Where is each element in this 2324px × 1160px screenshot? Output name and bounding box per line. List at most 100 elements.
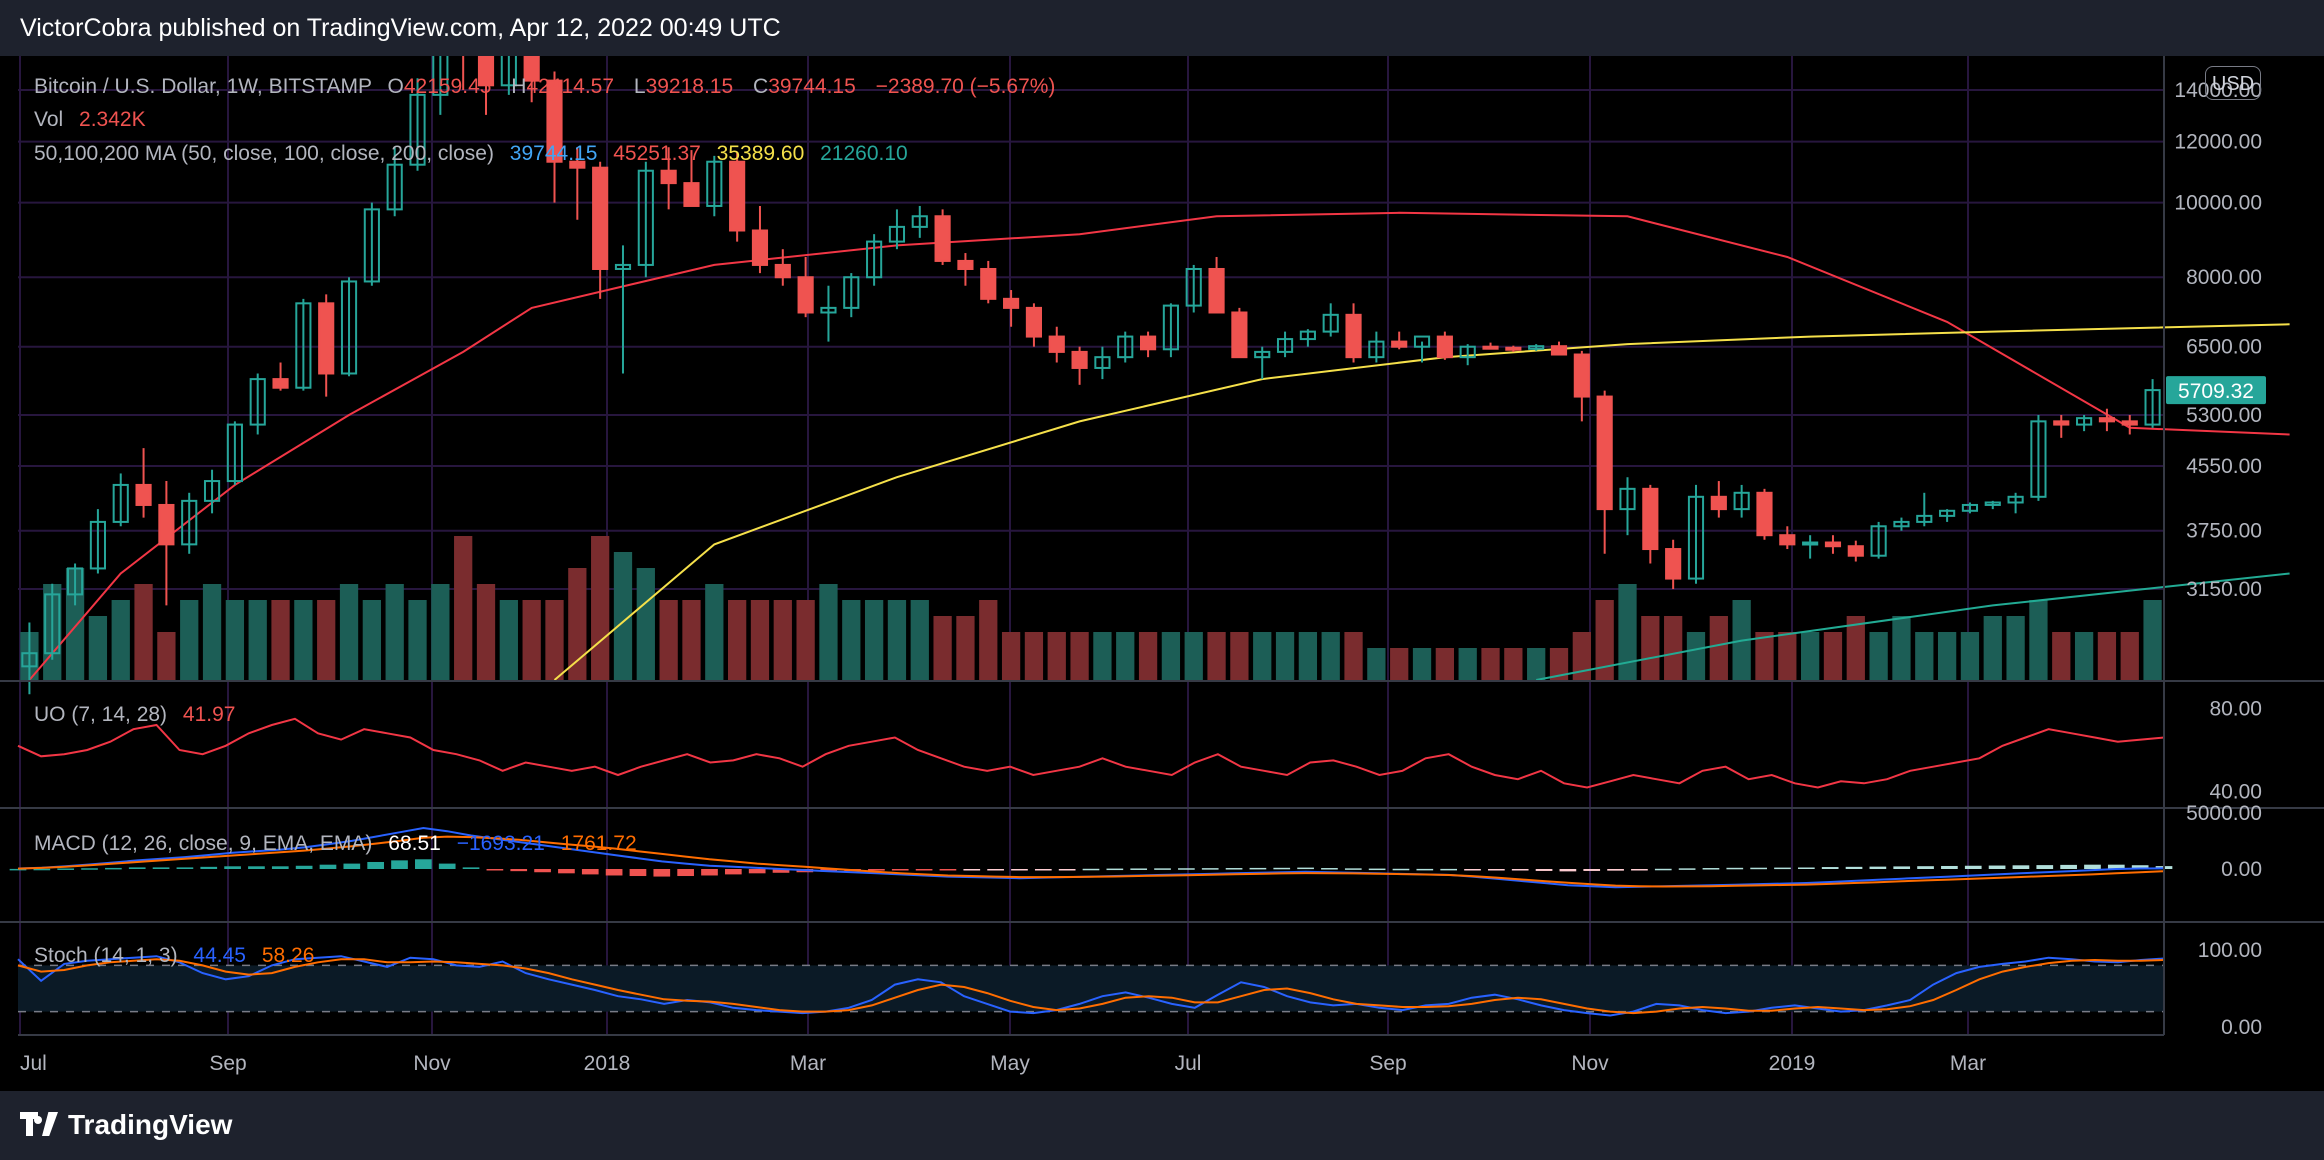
macd-hist-value: 68.51 [388, 832, 441, 855]
candle-body [592, 166, 609, 270]
macd-histogram-bar [1058, 869, 1076, 871]
volume-bar [1024, 632, 1044, 680]
macd-histogram-bar [1034, 869, 1052, 871]
macd-histogram-bar [1106, 868, 1124, 871]
macd-histogram-bar [1535, 869, 1553, 871]
macd-histogram-bar [486, 869, 504, 871]
macd-histogram-bar [1631, 869, 1648, 871]
macd-histogram-bar [33, 868, 51, 871]
candle-body [1322, 313, 1339, 333]
macd-histogram-bar [1964, 865, 1982, 869]
candle-body [1368, 340, 1385, 359]
time-axis[interactable]: Jul Sep Nov 2018 Mar May Jul Sep Nov 2019 Mar [18, 1034, 2164, 1075]
macd-histogram-bar [1082, 868, 1100, 871]
macd-histogram-bar [1178, 868, 1195, 870]
candle-body [1413, 335, 1431, 348]
macd-histogram-bar [295, 865, 313, 869]
macd-histogram-bar [939, 869, 957, 871]
uo-tick-label: 40.00 [2209, 781, 2262, 804]
volume-bar [979, 600, 998, 680]
svg-text:MACD (12, 26, close, 9, EMA, E: MACD (12, 26, close, 9, EMA, EMA) 68.51 … [34, 832, 637, 855]
macd-histogram-bar [1511, 869, 1529, 871]
candle-body [1824, 541, 1842, 548]
stoch-label: Stoch (14, 1, 3) [34, 944, 178, 967]
symbol-label: Bitcoin / U.S. Dollar, 1W, BITSTAMP [34, 75, 372, 98]
svg-text:50,100,200 MA (50, close, 100,: 50,100,200 MA (50, close, 100, close, 20… [34, 142, 908, 165]
last-price-label: 5709.32 [2178, 380, 2254, 403]
candle-body [1939, 509, 1956, 517]
candlesticks [21, 0, 2161, 695]
price-tick-label: 8000.00 [2186, 266, 2262, 289]
macd-histogram-bar [2036, 865, 2054, 869]
volume-bar [1298, 632, 1318, 680]
macd-histogram-bar [1774, 867, 1791, 870]
volume-bar [1686, 632, 1706, 680]
volume-bar [385, 584, 404, 680]
candle-body [1961, 503, 1979, 512]
candle-body [1528, 345, 1545, 350]
candle-body [2007, 495, 2024, 504]
moving-averages [28, 211, 2290, 681]
candle-body [203, 480, 221, 502]
candle-body [911, 215, 928, 228]
price-tick-label: 10000.00 [2174, 192, 2262, 215]
uo-tick-label: 80.00 [2209, 697, 2262, 720]
volume-bar [1709, 616, 1728, 680]
volume-bar [1664, 616, 1683, 680]
macd-histogram-bar [1392, 868, 1410, 871]
macd-histogram-bar [462, 867, 480, 869]
macd-histogram-bar [868, 869, 885, 871]
price-tick-label: 14000.00 [2174, 79, 2262, 102]
ma-value-100: 45251.37 [613, 142, 701, 165]
volume-bar [225, 600, 245, 680]
time-label: Sep [1369, 1052, 1406, 1075]
volume-bar [1937, 632, 1957, 680]
macd-value: −1693.21 [457, 832, 545, 855]
price-axis[interactable]: 14000.00 12000.00 10000.00 8000.00 6500.00 53… [2163, 56, 2266, 1035]
candle-body [1162, 304, 1179, 351]
macd-histogram-bar [1941, 865, 1958, 869]
macd-histogram-bar [1011, 869, 1028, 871]
price-tick-label: 4550.00 [2186, 455, 2262, 478]
candle-body [866, 240, 883, 279]
volume-bar [431, 584, 450, 680]
tradingview-brand[interactable]: TradingView [20, 1109, 232, 1141]
close-value: 39744.15 [768, 75, 856, 98]
time-label: May [990, 1052, 1030, 1075]
macd-histogram-bar [1917, 866, 1934, 869]
macd-histogram-bar [415, 859, 432, 869]
macd-histogram-bar [1130, 868, 1148, 870]
uo-line [17, 717, 2165, 789]
candle-body [318, 302, 335, 375]
candle-body [614, 263, 632, 270]
macd-tick-label: 0.00 [2221, 858, 2262, 881]
candle-body [1550, 345, 1568, 356]
candle-body [112, 483, 129, 523]
volume-bar [1960, 632, 1980, 680]
macd-histogram-bar [9, 868, 27, 871]
price-tick-label: 12000.00 [2174, 131, 2262, 154]
currency-button[interactable]: USD [2205, 66, 2261, 100]
volume-bar [2029, 600, 2048, 680]
volume-bar [659, 600, 678, 680]
volume-bar [1527, 648, 1546, 680]
macd-histogram-bar [1726, 867, 1744, 870]
macd-histogram-bar [963, 869, 981, 871]
chart-area[interactable]: 80.00 40.00 5000.00 0.00 100.00 0.00 14000.00… [0, 0, 2324, 1091]
time-label: Mar [1950, 1052, 1986, 1075]
macd-histogram-bar [1750, 867, 1767, 870]
macd-histogram-bar [343, 863, 361, 869]
macd-histogram-bar [200, 866, 218, 869]
volume-bar [65, 568, 85, 680]
candle-body [409, 93, 426, 166]
macd-histogram-bar [558, 869, 575, 874]
volume-bar [1755, 632, 1774, 680]
macd-histogram-bar [1368, 868, 1386, 871]
macd-histogram-bar [581, 869, 599, 875]
time-label: Sep [209, 1052, 246, 1075]
volume-bar [1412, 648, 1432, 680]
candle-body [1687, 495, 1705, 580]
macd-histogram-bar [152, 867, 170, 869]
candle-body [2121, 420, 2138, 426]
